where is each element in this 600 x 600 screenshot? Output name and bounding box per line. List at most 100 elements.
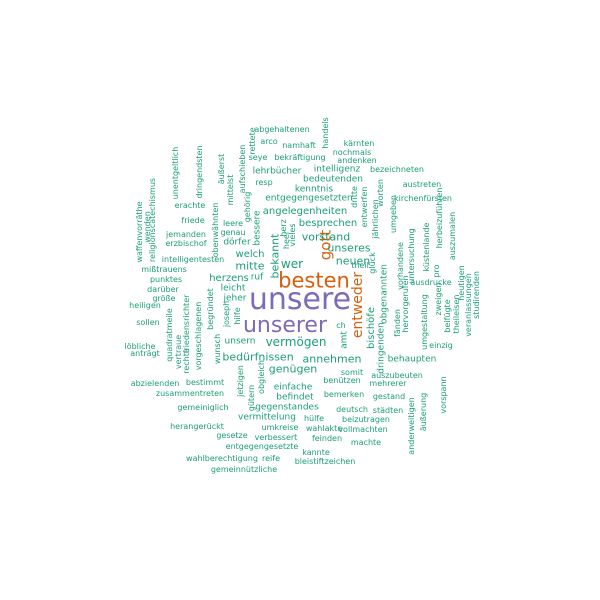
word-auszumalen: auszumalen — [448, 211, 457, 261]
word-begrundet: begründet — [206, 288, 215, 330]
word-kirchenfursten: kirchenfürsten — [394, 194, 452, 203]
word-heiligen: heiligen — [129, 301, 161, 310]
word-amt: amt — [339, 331, 350, 349]
word-gegenstandes: gegenstandes — [255, 402, 319, 413]
word-ausdrucke: ausdrucke — [410, 278, 452, 287]
word-ruf: ruf — [250, 272, 264, 283]
word-hilfe: hilfe — [233, 307, 242, 325]
word-bezeichneten: bezeichneten — [370, 165, 424, 174]
word-genugen: genügen — [268, 362, 318, 376]
word-herbeizufuhren: herbeizuführen — [435, 187, 444, 249]
word-joseph: joseph — [222, 300, 231, 328]
word-namhaft: namhaft — [282, 141, 316, 150]
word-feinden: feinden — [311, 434, 343, 443]
word-vorhandene: vorhandene — [396, 242, 405, 290]
word-wer: wer — [280, 257, 304, 271]
word-mehrerer: mehrerer — [369, 379, 407, 388]
word-herangeruckt: herangerückt — [170, 422, 224, 431]
word-gemeinnutzliche: gemeinnützliche — [210, 465, 278, 474]
word-obgenannten: obgenannten — [379, 264, 390, 324]
word-nochmals: nochmals — [332, 148, 372, 157]
word-misstrauens: mißtrauens — [141, 265, 187, 274]
word-kenntnis: kenntnis — [294, 184, 334, 195]
word-untersuchung: untersuchung — [407, 228, 416, 284]
word-friede: friede — [181, 216, 205, 225]
word-theileisen: theileisen — [452, 294, 461, 334]
word-einfache: einfache — [273, 382, 313, 393]
word-karnten: kärnten — [343, 139, 375, 148]
word-verbessert: verbessert — [254, 433, 298, 442]
word-intelligenz: intelligenz — [313, 164, 361, 175]
word-somit: somit — [340, 368, 364, 377]
word-antragt: anträgt — [130, 349, 160, 358]
word-sollen: sollen — [136, 318, 160, 327]
word-friedensrichter: friedensrichter — [182, 294, 191, 354]
word-handels: handels — [321, 117, 330, 149]
word-vermogen: vermögen — [265, 335, 327, 349]
word-bekraftigung: bekräftigung — [274, 153, 326, 162]
word-annehmen: annehmen — [302, 352, 362, 366]
word-resp: resp — [255, 178, 273, 187]
word-kustenlande: küstenlande — [422, 222, 431, 272]
word-bestimmt: bestimmt — [185, 378, 225, 387]
word-angelegenheiten: angelegenheiten — [262, 206, 348, 217]
word-dritte: dritte — [350, 186, 359, 208]
word-abzielenden: abzielenden — [130, 379, 180, 388]
word-theil: theil — [351, 261, 369, 270]
word-besprechen: besprechen — [298, 218, 358, 229]
word-unsere: unsere — [248, 282, 352, 317]
word-auszubeuten: auszubeuten — [371, 371, 423, 380]
word-umkreise: umkreise — [261, 423, 299, 432]
word-vollmachten: vollmachten — [338, 425, 388, 434]
word-vorgeschlagenen: vorgeschlagenen — [194, 301, 203, 371]
word-unserer: unserer — [242, 313, 328, 338]
word-reife: reife — [262, 454, 280, 463]
word-jetzigen: jetzigen — [236, 365, 245, 397]
word-wahlakte: wahlakte — [305, 424, 343, 433]
word-austreten: austreten — [402, 180, 442, 189]
word-beifugte: beifügte — [443, 299, 452, 333]
word-studirenden: studirenden — [472, 271, 481, 319]
word-seye: seye — [248, 153, 268, 162]
word-bedurfnissen: bedürfnissen — [222, 350, 294, 364]
word-welch: welch — [235, 249, 265, 260]
word-zusammentreten: zusammentreten — [155, 389, 225, 398]
word-vorstand: vorstand — [301, 230, 351, 244]
word-worten: worten — [376, 179, 385, 207]
word-stadten: städten — [372, 406, 404, 415]
word-grosse: größe — [152, 294, 176, 303]
word-einzig: einzig — [429, 341, 453, 350]
word-dorfer: dörfer — [223, 237, 251, 248]
word-gemeiniglich: gemeiniglich — [177, 403, 229, 412]
word-befindet: befindet — [276, 392, 314, 403]
word-deutsch: deutsch — [336, 405, 368, 414]
word-entweder: entweder — [350, 271, 366, 339]
word-vorspann: vorspann — [439, 376, 448, 414]
word-lehrbucher: lehrbücher — [252, 166, 302, 177]
word-genau: genau — [220, 228, 246, 237]
word-machte: machte — [350, 438, 382, 447]
word-ausserung: äußerung — [419, 392, 428, 432]
word-wahlberechtigung: wahlberechtigung — [186, 454, 258, 463]
word-ch: ch — [336, 321, 346, 330]
word-behaupten: behaupten — [387, 354, 437, 365]
word-pro: pro — [432, 264, 441, 278]
word-quadratmeile: quadratmeile — [165, 308, 174, 362]
word-gehorig: gehörig — [243, 191, 252, 223]
word-umgestaltung: umgestaltung — [420, 294, 429, 350]
word-erzbischof: erzbischof — [165, 239, 207, 248]
word-vermittelung: vermittelung — [238, 412, 296, 423]
word-obenwahnten: obenwähnten — [211, 202, 220, 258]
word-mittelst: mittelst — [226, 174, 235, 206]
word-punktes: punktes — [149, 275, 183, 284]
word-benutzen: benützen — [323, 376, 361, 385]
word-abgehaltenen: abgehaltenen — [254, 125, 310, 134]
word-obgleich: obgleich — [257, 360, 266, 394]
word-vieles: vieles — [288, 223, 297, 247]
word-leicht: leicht — [220, 283, 246, 294]
word-gesetze: gesetze — [216, 431, 248, 440]
word-bemerken: bemerken — [323, 390, 365, 399]
word-entgegengesetzten: entgegengesetzten — [265, 193, 353, 204]
word-jemanden: jemanden — [166, 230, 206, 239]
